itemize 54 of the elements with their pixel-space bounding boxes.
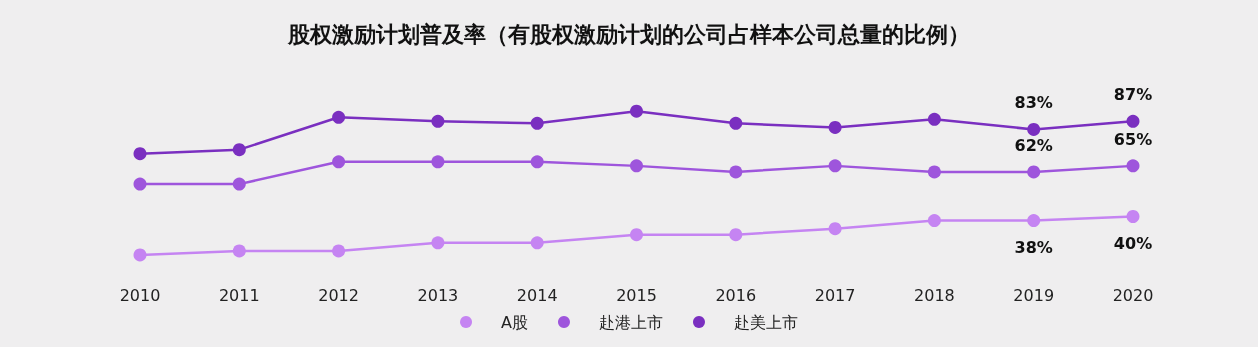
point (431, 236, 445, 250)
point (332, 155, 346, 169)
x-tick-label: 2010 (119, 285, 161, 305)
point (927, 112, 941, 126)
point (729, 116, 743, 130)
point (828, 222, 842, 236)
legend-label: 赴美上市 (733, 312, 798, 332)
point (530, 236, 544, 250)
chart-title: 股权激励计划普及率（有股权激励计划的公司占样本公司总量的比例） (287, 21, 970, 47)
data-label: 65% (1113, 129, 1153, 149)
point (630, 228, 643, 242)
point (431, 114, 445, 128)
point (828, 159, 842, 173)
x-tick-label: 2016 (715, 285, 757, 305)
point (133, 147, 147, 161)
point (630, 159, 643, 173)
point (232, 244, 246, 258)
point (1027, 214, 1041, 228)
data-label: 83% (1014, 93, 1053, 113)
point (133, 177, 147, 191)
point (133, 248, 147, 262)
legend-label: A股 (501, 312, 528, 332)
point (927, 214, 941, 228)
x-tick-label: 2017 (814, 285, 856, 305)
point (1126, 159, 1140, 173)
point (927, 165, 941, 179)
x-tick-label: 2011 (218, 285, 260, 305)
x-tick-label: 2012 (318, 285, 359, 305)
point (332, 244, 346, 258)
point (828, 120, 842, 134)
data-label: 38% (1014, 237, 1053, 257)
point (729, 228, 743, 242)
point (1027, 122, 1041, 136)
legend-label: 赴港上市 (598, 312, 663, 332)
data-label: 40% (1113, 233, 1153, 253)
x-tick-label: 2014 (516, 285, 558, 305)
point (530, 155, 544, 169)
point (232, 143, 246, 157)
point (332, 110, 346, 124)
point (1027, 165, 1041, 179)
data-label: 62% (1014, 135, 1053, 155)
point (232, 177, 246, 191)
x-tick-label: 2020 (1112, 285, 1154, 305)
x-tick-label: 2013 (417, 285, 459, 305)
point (630, 104, 643, 118)
point (1126, 114, 1140, 128)
data-label: 87% (1113, 85, 1153, 105)
point (431, 155, 445, 169)
x-tick-label: 2015 (616, 285, 657, 305)
point (1126, 210, 1140, 223)
point (530, 116, 544, 130)
x-tick-label: 2018 (914, 285, 955, 305)
x-tick-label: 2019 (1013, 285, 1055, 305)
point (729, 165, 743, 179)
